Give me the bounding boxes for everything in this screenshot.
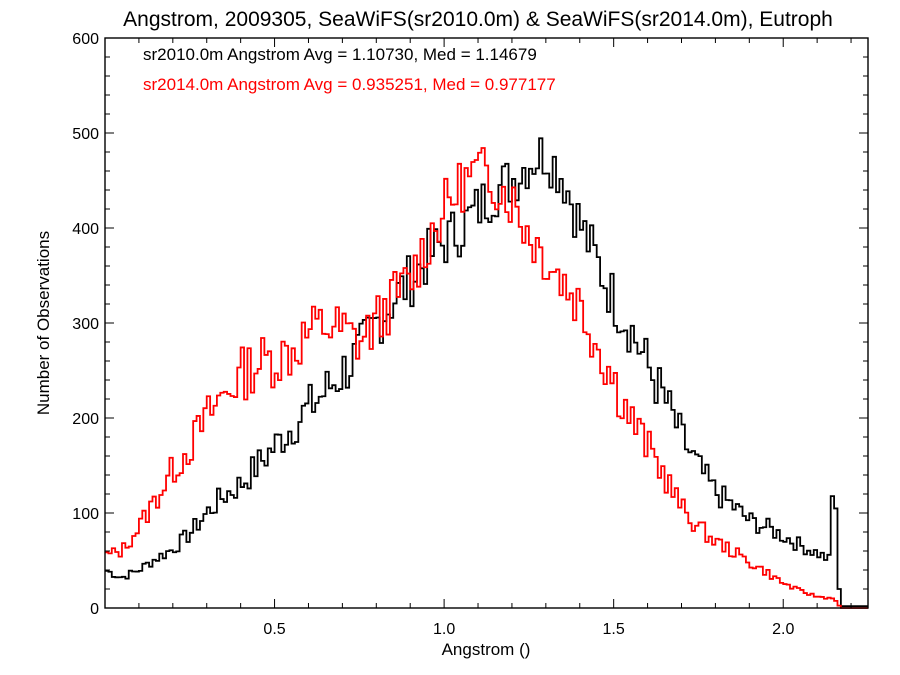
legend: sr2010.0m Angstrom Avg = 1.10730, Med = … [143,45,556,94]
x-tick-label: 1.5 [603,621,625,638]
y-tick-label: 500 [72,126,99,143]
x-tick-label: 2.0 [772,621,794,638]
legend-entry-2: sr2014.0m Angstrom Avg = 0.935251, Med =… [143,75,556,94]
y-tick-label: 100 [72,506,99,523]
x-tick-label: 0.5 [263,621,285,638]
legend-entry-1: sr2010.0m Angstrom Avg = 1.10730, Med = … [143,45,537,64]
y-axis-label: Number of Observations [34,231,53,415]
y-tick-label: 0 [90,601,99,618]
y-tick-label: 300 [72,316,99,333]
x-axis-label: Angstrom () [442,640,531,659]
y-tick-label: 400 [72,221,99,238]
y-axis: 0 100 200 300 400 500 600 [72,31,868,618]
y-tick-label: 200 [72,411,99,428]
series-group [105,137,868,609]
x-axis: 0.5 1.0 1.5 2.0 [138,38,852,638]
series-line-2 [105,147,868,609]
x-tick-label: 1.0 [433,621,455,638]
y-tick-label: 600 [72,31,99,48]
chart-title: Angstrom, 2009305, SeaWiFS(sr2010.0m) & … [123,8,833,31]
series-line-1 [105,137,868,607]
